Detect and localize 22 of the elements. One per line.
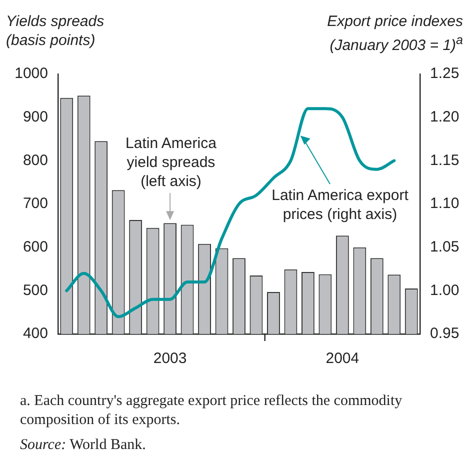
y-axis-title: Yields spreads (basis points)	[6, 12, 106, 50]
y2-tick-label: 1.05	[430, 238, 460, 256]
y2-axis-title: Export price indexes (January 2003 = 1)$^{a}$	[326, 12, 463, 55]
y-tick-label: 400	[22, 325, 48, 342]
y2-tick-label: 1.00	[430, 282, 460, 299]
source-note: Source: World Bank.	[20, 436, 147, 455]
y-tick-label: 800	[22, 152, 48, 169]
y-tick-label: 500	[22, 282, 48, 299]
series-label: Latin America export prices (right axis)	[270, 186, 410, 224]
y2-tick-label: 1.20	[430, 108, 460, 126]
y2-tick-label: 1.15	[430, 152, 460, 169]
y2-tick-label: 1.25	[430, 65, 460, 82]
x-tick-label: 2004	[326, 350, 360, 368]
y2-tick-label: 0.95	[430, 325, 460, 342]
series-label: Latin America yield spreads (left axis)	[124, 134, 218, 191]
y2-tick-label: 1.10	[430, 195, 460, 212]
y-tick-label: 900	[22, 108, 48, 126]
text: a. Each country's aggregate export price reflects the commodity composition of its exports.	[20, 392, 404, 430]
y-tick-label: 700	[22, 195, 48, 212]
y-tick-label: 600	[22, 238, 48, 256]
y-tick-label: 1000	[14, 65, 48, 82]
x-tick-label: 2003	[153, 350, 187, 368]
